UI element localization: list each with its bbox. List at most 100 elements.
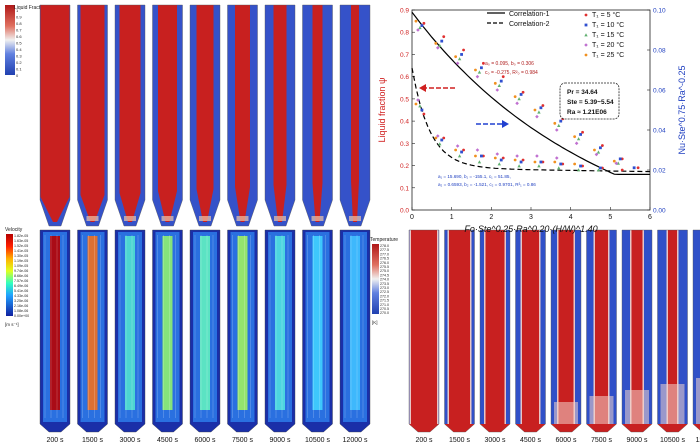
- temp-column-interface: [539, 230, 541, 424]
- nu-point: [414, 102, 418, 106]
- temp-column-outline: [479, 229, 511, 433]
- lf-column-outline: [152, 4, 183, 227]
- temp-column-interface: [504, 230, 506, 424]
- psi-point: [636, 166, 640, 170]
- temp-column-cold-right: [644, 230, 652, 424]
- velocity-panel: Velocity 1.82e-051.63e-051.52e-051.41e-0…: [5, 227, 371, 444]
- temp-column-interface: [484, 230, 486, 424]
- y-left-tick-label: 0.5: [400, 96, 409, 103]
- temp-legend-tick: 275.5: [380, 265, 389, 269]
- vel-legend-tick: 1.08e-06: [14, 309, 28, 313]
- vel-time-label: 200 s: [46, 437, 64, 444]
- vel-legend-tick: 1.52e-05: [14, 244, 28, 248]
- x-tick-label: 0: [410, 214, 414, 221]
- vel-legend-tick: 3.25e-06: [14, 299, 28, 303]
- vel-column-core: [237, 236, 248, 410]
- vel-column-outline: [227, 229, 258, 433]
- y-right-tick-label: 0.00: [653, 208, 666, 215]
- lf-legend-tick: 0.1: [16, 67, 22, 72]
- psi-point: [438, 43, 442, 47]
- x-tick-label: 1: [450, 214, 454, 221]
- lf-columns: [39, 4, 371, 227]
- chart-curves: [411, 11, 651, 175]
- vel-column-outline: [77, 229, 108, 433]
- vel-column-core: [200, 236, 210, 410]
- nu-point: [599, 166, 602, 170]
- temp-column-cold-right: [471, 230, 475, 424]
- temp-time-label: 200 s: [415, 437, 433, 444]
- lf-column-outline: [264, 4, 296, 227]
- psi-point: [535, 114, 539, 119]
- vel-legend-tick: 1.41e-05: [14, 249, 28, 253]
- vel-legend-tick: 0.00e+00: [14, 314, 29, 318]
- chart-xlabel: Fo·Ste^0.25·Ra^0.20·(H/W)^1.40: [464, 224, 597, 234]
- lf-column-mushy: [349, 216, 361, 221]
- psi-point: [420, 24, 424, 27]
- psi-point: [599, 146, 602, 150]
- vel-legend-tick: 1.09e-05: [14, 264, 28, 268]
- temperature-panel: Temperature 278.0277.5277.0276.5276.0275…: [370, 229, 700, 444]
- temp-column-warm: [515, 230, 546, 432]
- psi-point: [457, 57, 462, 61]
- y-right-tick-label: 0.04: [653, 128, 666, 135]
- temp-column-cold-right: [609, 230, 617, 424]
- nu-point: [573, 162, 577, 166]
- nu-point: [519, 160, 523, 164]
- nu-point: [480, 154, 483, 158]
- psi-point: [573, 135, 577, 139]
- arrow-right-blue-head: [502, 120, 509, 128]
- temp-column-bottom-cooling: [660, 384, 685, 424]
- psi-point: [618, 157, 622, 161]
- lf-column-mushy: [274, 216, 286, 221]
- lf-legend-tick: 0.2: [16, 60, 22, 65]
- y-left-tick-label: 0.2: [400, 163, 409, 170]
- lf-column-mushy: [161, 216, 174, 221]
- psi-point: [539, 106, 543, 110]
- psi-point: [581, 130, 584, 134]
- temp-time-label: 1500 s: [449, 437, 471, 444]
- nu-point: [539, 160, 543, 164]
- temp-column-cold-left: [444, 230, 448, 424]
- psi-point: [515, 101, 519, 106]
- nu-point: [517, 164, 521, 168]
- nu-point: [460, 150, 463, 154]
- temp-time-label: 3000 s: [484, 437, 506, 444]
- temp-column-outline: [621, 229, 653, 433]
- temp-legend-tick: 276.5: [380, 257, 389, 261]
- psi-point: [553, 121, 557, 125]
- psi-point: [501, 75, 505, 79]
- psi-point: [435, 45, 440, 50]
- y-left-tick-label: 0.8: [400, 30, 409, 37]
- temp-legend-ticks: 278.0277.5277.0276.5276.0275.5275.0274.5…: [380, 244, 389, 315]
- lf-column-liquid: [40, 5, 70, 222]
- series-legend-marker: [584, 43, 588, 47]
- vel-column-core: [125, 236, 135, 410]
- correlation-2-curve: [411, 67, 651, 173]
- psi-point: [495, 88, 500, 92]
- psi-point: [557, 123, 561, 127]
- temp-column-bottom-cooling: [554, 402, 578, 424]
- lf-column-outline: [77, 4, 108, 227]
- temp-time-label: 9000 s: [626, 437, 648, 444]
- temp-legend-tick: 272.0: [380, 294, 389, 298]
- temp-legend-tick: 274.5: [380, 273, 389, 277]
- temp-column-interface: [573, 230, 575, 424]
- psi-point: [418, 25, 422, 30]
- psi-point: [480, 66, 483, 70]
- psi-point: [612, 159, 616, 163]
- psi-point: [434, 41, 438, 45]
- correlation-1-curve: [411, 11, 650, 175]
- vel-legend-tick: 6.49e-06: [14, 284, 28, 288]
- temp-column-bottom-cooling: [625, 390, 649, 424]
- vel-legend-unit: [m s⁻¹]: [5, 322, 19, 327]
- psi-point: [559, 119, 563, 123]
- vel-column-core: [87, 236, 98, 410]
- temp-column-cold-right: [438, 230, 439, 424]
- temp-column-cold-left: [551, 230, 557, 424]
- temp-column-outline: [550, 229, 582, 433]
- vel-column-core: [162, 236, 173, 410]
- temp-time-labels: 200 s 1500 s 3000 s 4500 s 6000 s 7500 s 9000 …: [415, 437, 700, 444]
- psi-point: [593, 148, 596, 152]
- vel-column-outline: [152, 229, 183, 433]
- nu-point: [434, 136, 438, 140]
